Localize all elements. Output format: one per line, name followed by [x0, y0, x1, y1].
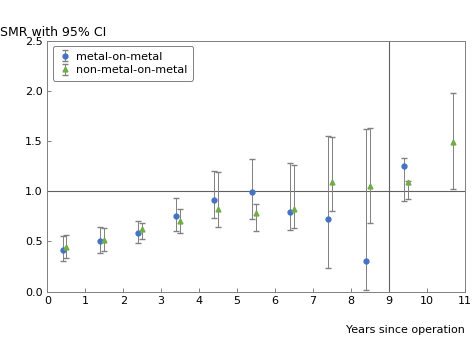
Text: Years since operation: Years since operation [346, 325, 465, 335]
Text: SMR with 95% CI: SMR with 95% CI [0, 26, 106, 39]
Legend: metal-on-metal, non-metal-on-metal: metal-on-metal, non-metal-on-metal [53, 46, 193, 81]
